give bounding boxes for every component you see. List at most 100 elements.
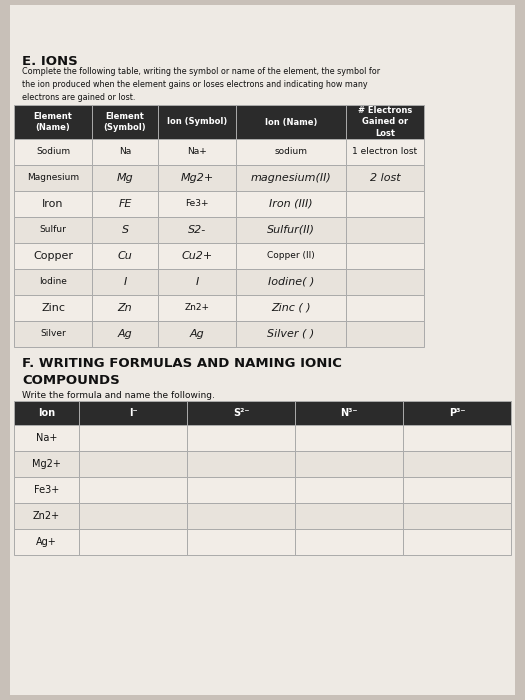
Text: S²⁻: S²⁻ <box>233 408 249 418</box>
Text: Silver ( ): Silver ( ) <box>267 329 314 339</box>
Text: Copper: Copper <box>33 251 73 261</box>
Bar <box>79 451 187 477</box>
Text: 2 lost: 2 lost <box>370 173 400 183</box>
Text: Complete the following table, writing the symbol or name of the element, the sym: Complete the following table, writing th… <box>22 67 380 102</box>
Bar <box>92 105 158 139</box>
Text: Element
(Symbol): Element (Symbol) <box>104 112 146 132</box>
Bar <box>236 295 346 321</box>
Text: Zn: Zn <box>118 303 132 313</box>
Bar <box>187 529 295 555</box>
Bar <box>403 477 511 503</box>
Bar <box>14 269 92 295</box>
Bar <box>79 529 187 555</box>
Text: Ag: Ag <box>190 329 204 339</box>
Bar <box>14 295 92 321</box>
Bar <box>236 243 346 269</box>
Bar <box>346 191 424 217</box>
Text: Na+: Na+ <box>187 148 207 157</box>
Text: Iron: Iron <box>42 199 64 209</box>
Bar <box>403 401 511 425</box>
Bar <box>158 165 236 191</box>
Bar <box>14 503 79 529</box>
Bar <box>346 243 424 269</box>
Text: Na: Na <box>119 148 131 157</box>
Text: I⁻: I⁻ <box>129 408 138 418</box>
Text: Ag: Ag <box>118 329 132 339</box>
Bar <box>236 139 346 165</box>
Bar <box>346 105 424 139</box>
Bar <box>14 401 79 425</box>
Text: Write the formula and name the following.: Write the formula and name the following… <box>22 391 215 400</box>
Bar <box>187 477 295 503</box>
Text: Magnesium: Magnesium <box>27 174 79 183</box>
Bar <box>403 503 511 529</box>
Bar <box>295 401 403 425</box>
Text: Sulfur(II): Sulfur(II) <box>267 225 315 235</box>
Bar <box>14 451 79 477</box>
Text: Zinc ( ): Zinc ( ) <box>271 303 311 313</box>
Bar <box>158 191 236 217</box>
Bar <box>236 217 346 243</box>
Bar <box>92 191 158 217</box>
Text: S: S <box>121 225 129 235</box>
Bar <box>346 269 424 295</box>
Text: Iodine( ): Iodine( ) <box>268 277 314 287</box>
Bar <box>79 401 187 425</box>
Bar <box>79 477 187 503</box>
Bar <box>346 321 424 347</box>
Text: I: I <box>123 277 127 287</box>
Text: E. IONS: E. IONS <box>22 55 78 68</box>
Bar <box>236 165 346 191</box>
Text: Copper (II): Copper (II) <box>267 251 315 260</box>
Bar <box>14 529 79 555</box>
Bar <box>14 477 79 503</box>
Text: sodium: sodium <box>275 148 308 157</box>
Bar <box>14 425 79 451</box>
Bar <box>14 139 92 165</box>
Bar <box>158 105 236 139</box>
Text: Ion (Symbol): Ion (Symbol) <box>167 118 227 127</box>
Bar <box>158 269 236 295</box>
Text: Silver: Silver <box>40 330 66 339</box>
Bar <box>158 321 236 347</box>
Bar <box>346 217 424 243</box>
Text: 1 electron lost: 1 electron lost <box>352 148 417 157</box>
Bar <box>236 191 346 217</box>
Bar <box>92 269 158 295</box>
Bar <box>158 217 236 243</box>
Bar <box>403 425 511 451</box>
Bar <box>187 451 295 477</box>
Bar <box>295 529 403 555</box>
Text: N³⁻: N³⁻ <box>340 408 358 418</box>
Bar <box>295 503 403 529</box>
Text: Sodium: Sodium <box>36 148 70 157</box>
Text: Fe3+: Fe3+ <box>34 485 59 495</box>
Bar <box>14 217 92 243</box>
Text: Element
(Name): Element (Name) <box>34 112 72 132</box>
Bar <box>346 295 424 321</box>
Text: P³⁻: P³⁻ <box>449 408 465 418</box>
Bar <box>346 139 424 165</box>
Text: Cu2+: Cu2+ <box>181 251 213 261</box>
Bar <box>295 425 403 451</box>
Bar <box>187 425 295 451</box>
Bar <box>346 165 424 191</box>
Text: FE: FE <box>118 199 132 209</box>
Bar <box>236 105 346 139</box>
Bar <box>79 503 187 529</box>
Bar <box>14 321 92 347</box>
Bar <box>92 217 158 243</box>
Text: Cu: Cu <box>118 251 132 261</box>
Text: Ion (Name): Ion (Name) <box>265 118 317 127</box>
Bar <box>92 295 158 321</box>
Text: Na+: Na+ <box>36 433 57 443</box>
Bar <box>295 477 403 503</box>
Bar <box>187 503 295 529</box>
Bar <box>14 243 92 269</box>
Text: Iodine: Iodine <box>39 277 67 286</box>
Bar <box>158 243 236 269</box>
Text: S2-: S2- <box>188 225 206 235</box>
Text: Mg2+: Mg2+ <box>181 173 214 183</box>
Text: Ion: Ion <box>38 408 55 418</box>
Bar <box>14 191 92 217</box>
